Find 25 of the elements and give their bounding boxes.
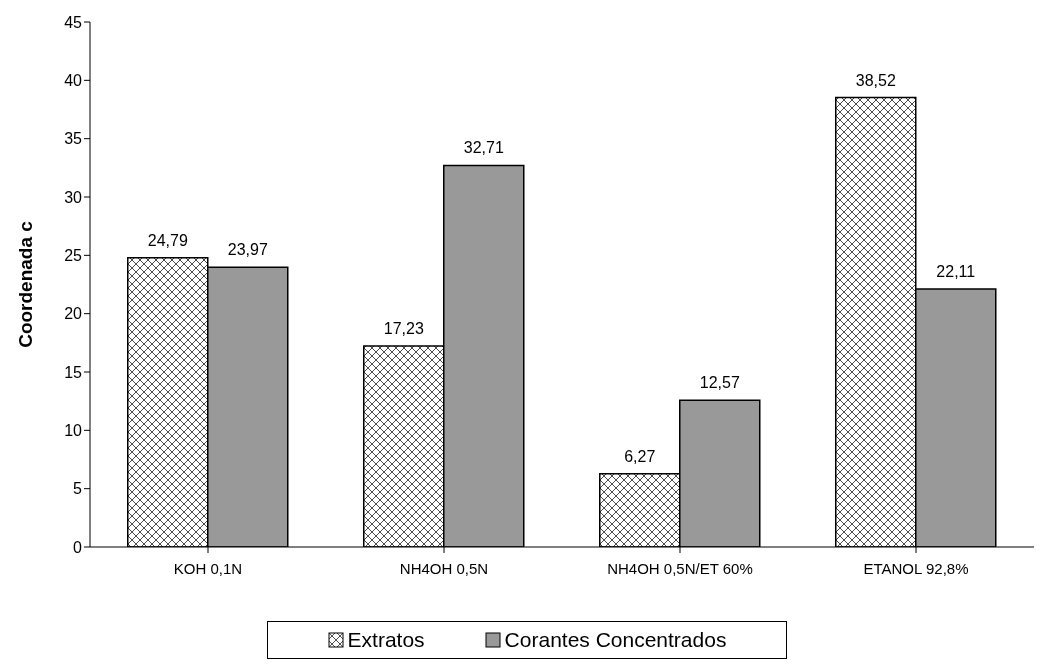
data-label: 23,97 <box>227 241 268 259</box>
y-tick-label: 25 <box>64 247 83 265</box>
y-tick-label: 45 <box>64 13 83 31</box>
x-tick-label: NH4OH 0,5N <box>399 559 489 577</box>
data-label: 24,79 <box>147 231 188 249</box>
y-axis-title: Coordenada c <box>14 220 36 348</box>
legend-label: Corantes Concentrados <box>503 628 727 652</box>
x-tick-label: ETANOL 92,8% <box>863 559 969 577</box>
data-label: 17,23 <box>383 319 424 337</box>
data-label: 6,27 <box>624 447 656 465</box>
y-tick-label: 15 <box>64 363 83 381</box>
y-tick-label: 35 <box>64 130 83 148</box>
data-label: 22,11 <box>936 263 976 281</box>
x-tick-label: KOH 0,1N <box>173 559 243 577</box>
legend-label: Extratos <box>346 628 425 652</box>
data-label: 38,52 <box>855 71 896 89</box>
data-label: 32,71 <box>463 139 504 157</box>
y-tick-label: 0 <box>73 538 83 556</box>
y-tick-label: 30 <box>64 188 83 206</box>
x-tick-label: NH4OH 0,5N/ET 60% <box>607 559 753 577</box>
y-tick-label: 20 <box>64 305 83 323</box>
y-tick-label: 40 <box>64 72 83 90</box>
y-tick-label: 10 <box>64 422 83 440</box>
y-tick-label: 5 <box>73 480 83 498</box>
data-label: 12,57 <box>699 374 740 392</box>
